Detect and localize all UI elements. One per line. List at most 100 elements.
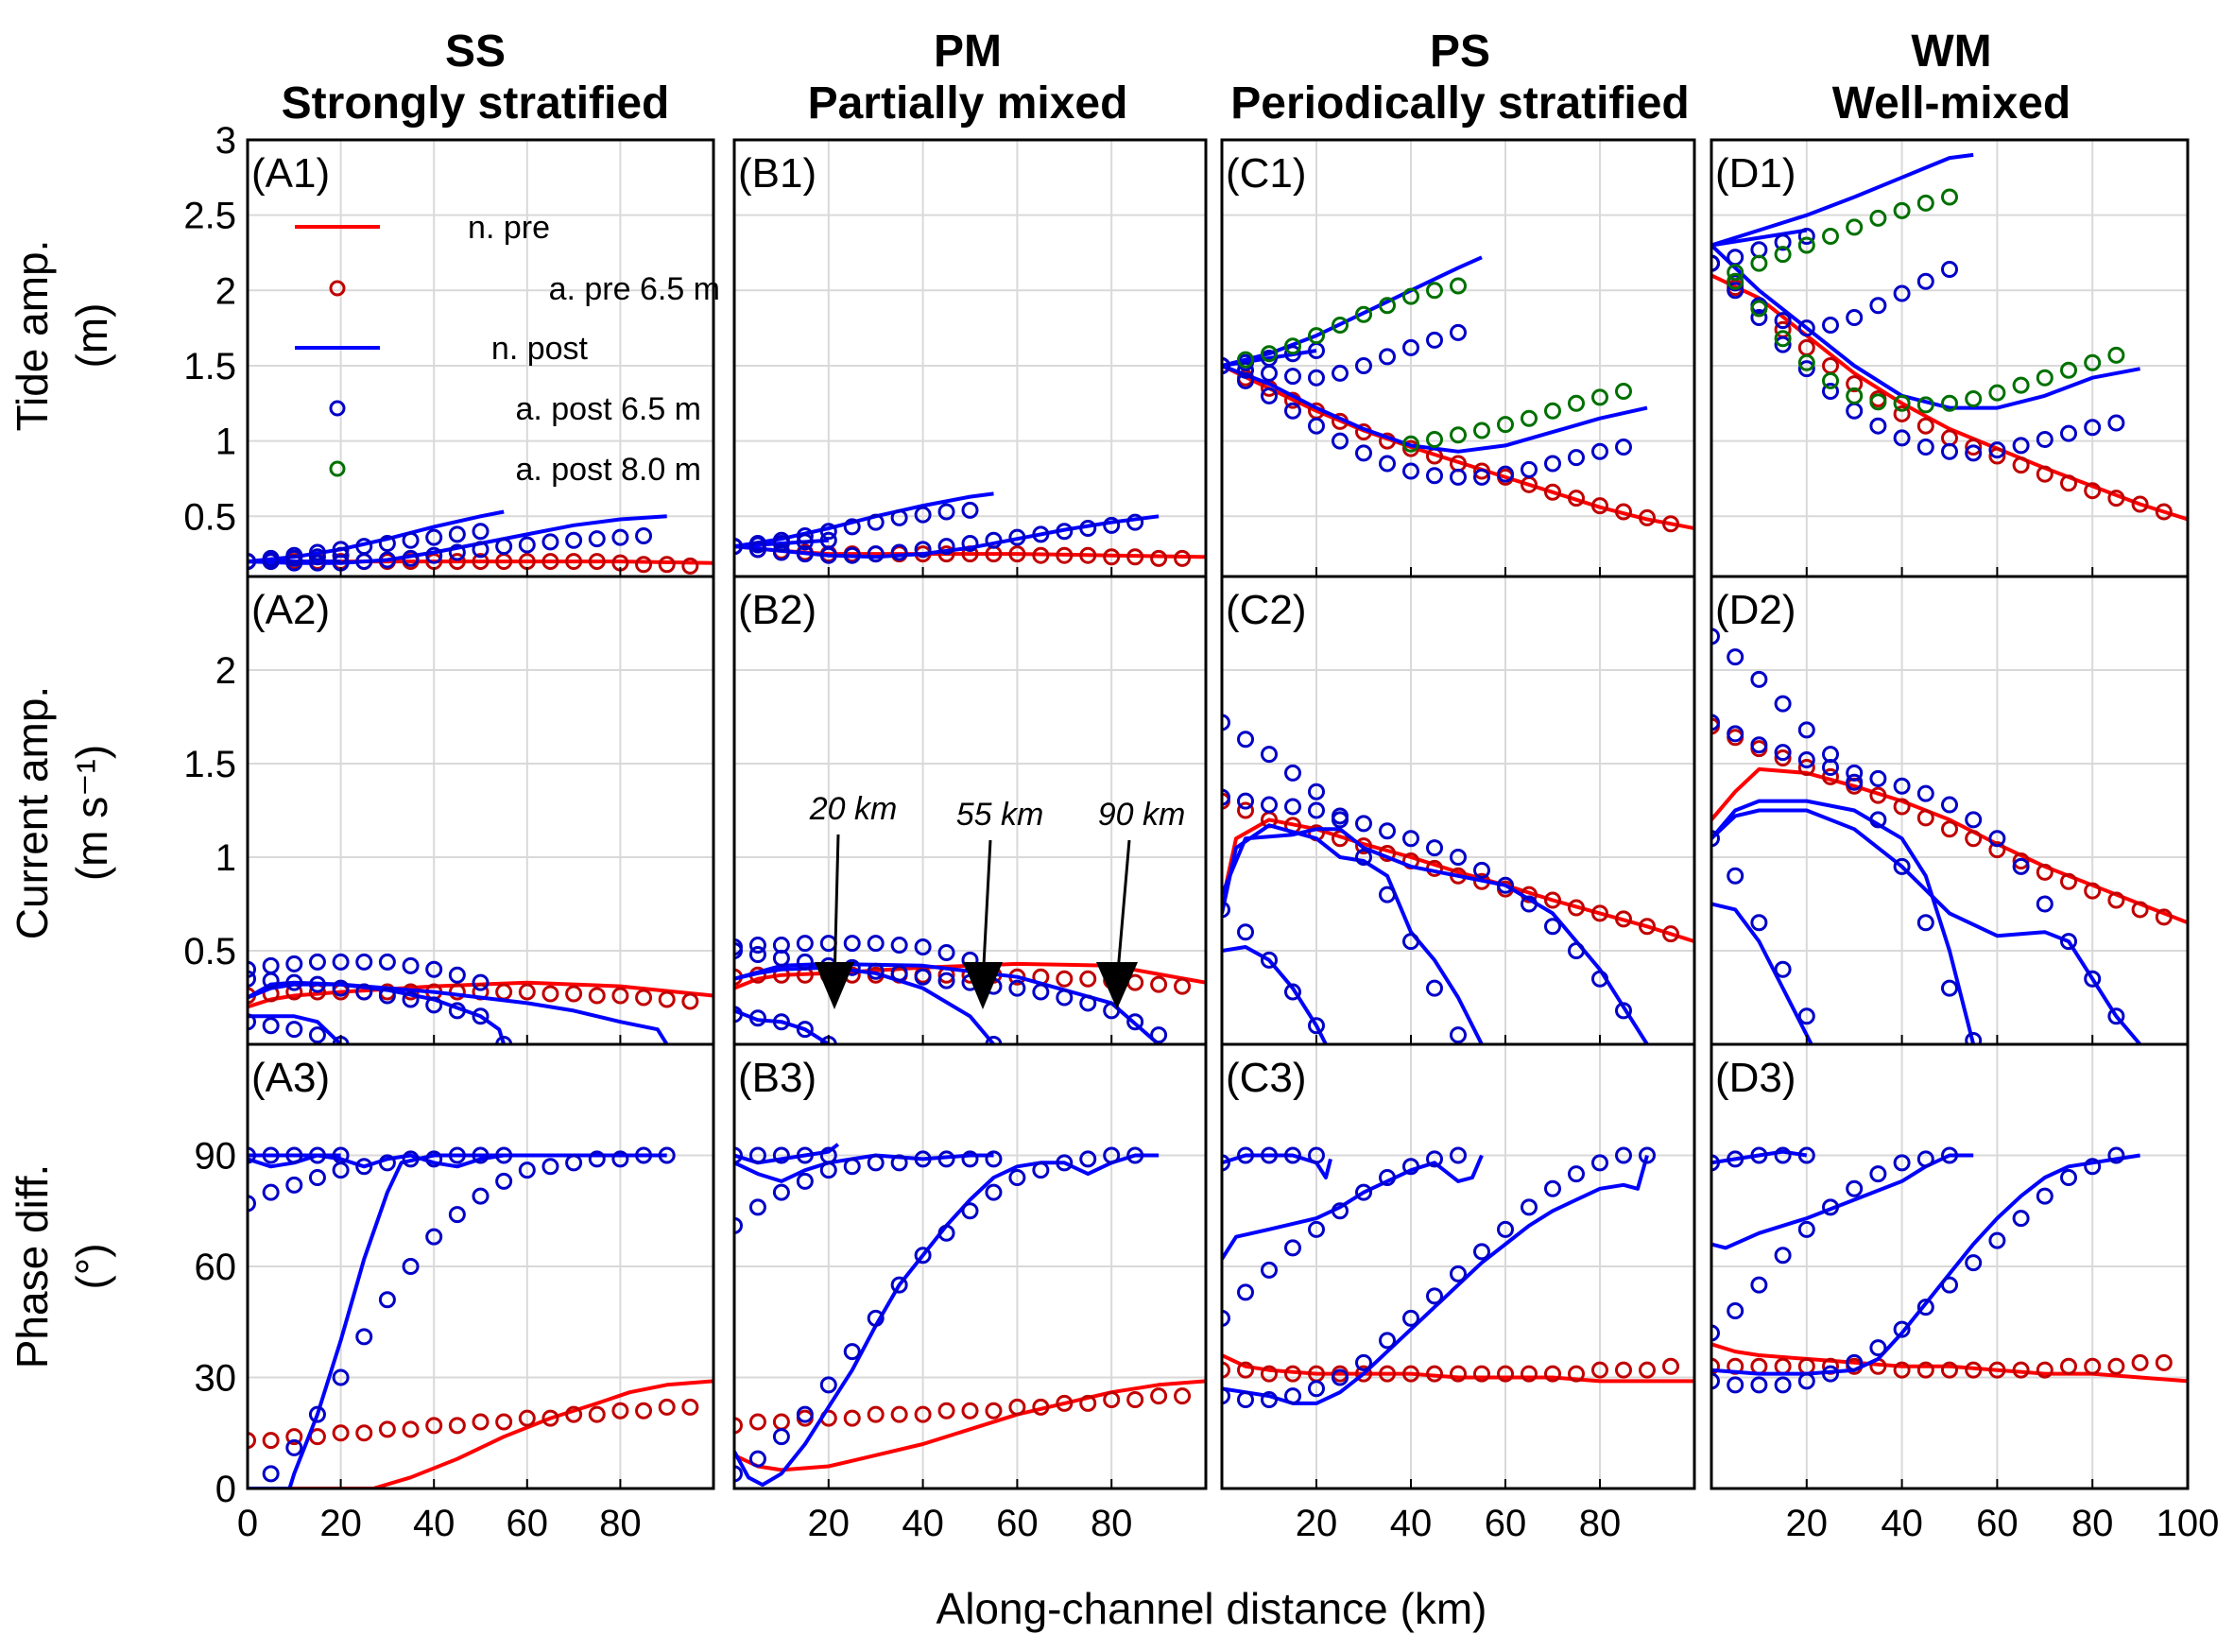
- marker-a-post-6-5-m-20-km: [308, 1146, 326, 1164]
- marker-a-post-6-5-m-90-km: [2060, 933, 2077, 951]
- marker-a-post-6-5-m-90-km: [1822, 758, 1839, 776]
- marker-a-post-6-5-m-90-km: [1426, 839, 1443, 857]
- xtick-label: 60: [1485, 1503, 1527, 1544]
- marker-a-pre-6-5-m: [2036, 1361, 2054, 1379]
- marker-a-post-6-5-m-90-km: [285, 1438, 303, 1456]
- panel-data-b1: [734, 491, 1206, 567]
- marker-a-post-6-5-m-55-km: [378, 534, 396, 552]
- marker-a-pre-6-5-m: [1750, 1357, 1768, 1375]
- marker-a-post-6-5-m-55-km: [285, 546, 303, 564]
- marker-a-pre-6-5-m: [658, 556, 676, 574]
- xtick-label: 80: [2071, 1503, 2114, 1544]
- marker-a-post-6-5-m-55-km: [1916, 272, 1934, 290]
- marker-a-pre-6-5-m: [2107, 891, 2125, 909]
- marker-a-post-6-5-m-55-km: [1332, 1202, 1349, 1220]
- marker-a-pre-6-5-m: [1174, 977, 1192, 995]
- marker-a-post-6-5-m-55-km: [1869, 297, 1887, 315]
- marker-a-post-6-5-m-90-km: [262, 1465, 280, 1483]
- marker-a-post-6-5-m-90-km: [819, 1376, 837, 1394]
- marker-a-post-8-0-m-55-km: [1332, 316, 1349, 334]
- marker-a-pre-6-5-m: [867, 1405, 885, 1423]
- marker-a-post-6-5-m-55-km: [1426, 1150, 1443, 1168]
- marker-a-pre-6-5-m: [635, 1402, 653, 1420]
- marker-a-pre-6-5-m: [1591, 497, 1608, 515]
- xtick-label: 40: [902, 1503, 944, 1544]
- marker-a-post-6-5-m-55-km: [937, 503, 955, 521]
- series-line-n-post-55-km: [1711, 152, 1974, 248]
- col-code-ps: PS: [1430, 26, 1490, 77]
- marker-a-pre-6-5-m: [588, 1405, 606, 1423]
- marker-a-post-6-5-m-55-km: [1284, 764, 1301, 782]
- marker-a-pre-6-5-m: [1916, 1361, 1934, 1379]
- marker-a-post-6-5-m-90-km: [1379, 1332, 1396, 1350]
- marker-a-post-6-5-m-90-km: [1615, 1146, 1632, 1164]
- marker-a-post-6-5-m-90-km: [1355, 1353, 1372, 1371]
- marker-a-post-6-5-m-90-km: [472, 1187, 490, 1205]
- marker-a-post-6-5-m-55-km: [495, 1036, 513, 1044]
- marker-a-post-6-5-m-90-km: [748, 1450, 766, 1468]
- marker-a-pre-6-5-m: [1568, 899, 1585, 917]
- marker-a-post-6-5-m-90-km: [285, 973, 303, 991]
- marker-a-pre-6-5-m: [1103, 548, 1121, 566]
- marker-a-post-6-5-m-55-km: [248, 960, 256, 978]
- marker-a-pre-6-5-m: [1032, 1398, 1050, 1416]
- marker-a-pre-6-5-m: [1941, 429, 1958, 447]
- marker-a-post-6-5-m-55-km: [1711, 628, 1720, 645]
- marker-a-post-6-5-m-90-km: [1379, 822, 1396, 840]
- marker-a-post-6-5-m-55-km: [1774, 695, 1792, 713]
- marker-a-pre-6-5-m: [1662, 925, 1679, 943]
- marker-a-pre-6-5-m: [1402, 1365, 1419, 1383]
- marker-a-post-6-5-m-90-km: [2060, 424, 2077, 442]
- marker-a-post-6-5-m-90-km: [1941, 1276, 1958, 1294]
- marker-a-post-8-0-m-90-km: [2107, 346, 2125, 364]
- panel-frame: [1220, 138, 1696, 578]
- marker-a-post-6-5-m-20-km: [772, 1013, 790, 1031]
- marker-a-post-6-5-m-90-km: [378, 1291, 396, 1309]
- marker-a-post-6-5-m-90-km: [2107, 1007, 2125, 1025]
- marker-a-post-6-5-m-20-km: [262, 1146, 280, 1164]
- col-code-pm: PM: [934, 26, 1002, 77]
- marker-a-post-8-0-m-55-km: [1774, 246, 1792, 264]
- marker-a-pre-6-5-m: [1150, 549, 1168, 567]
- marker-a-post-6-5-m-55-km: [1379, 886, 1396, 903]
- marker-a-post-6-5-m-90-km: [796, 545, 814, 563]
- marker-a-post-6-5-m-90-km: [1497, 1220, 1514, 1238]
- ytick-label: 1.5: [183, 744, 236, 785]
- xtick-label: 0: [237, 1503, 258, 1544]
- marker-a-post-6-5-m-90-km: [2036, 1187, 2054, 1205]
- marker-a-pre-6-5-m: [635, 556, 653, 574]
- marker-a-pre-6-5-m: [2155, 908, 2173, 926]
- panel-data-d1: [1711, 152, 2188, 522]
- marker-a-post-6-5-m-20-km: [1750, 1146, 1768, 1164]
- marker-a-post-8-0-m-90-km: [1568, 394, 1585, 412]
- marker-a-pre-6-5-m: [1473, 462, 1490, 480]
- marker-a-post-6-5-m-55-km: [1379, 348, 1396, 366]
- marker-a-pre-6-5-m: [937, 1402, 955, 1420]
- marker-a-pre-6-5-m: [1846, 375, 1864, 393]
- panel-data-a1: [248, 509, 713, 575]
- marker-a-post-6-5-m-90-km: [1308, 1380, 1325, 1398]
- marker-a-post-6-5-m-90-km: [1544, 455, 1561, 473]
- marker-a-pre-6-5-m: [611, 1402, 629, 1420]
- marker-a-pre-6-5-m: [1965, 830, 1983, 848]
- marker-a-post-6-5-m-55-km: [748, 937, 766, 955]
- marker-a-post-6-5-m-90-km: [1591, 970, 1608, 988]
- marker-a-post-8-0-m-90-km: [1426, 431, 1443, 449]
- marker-a-post-6-5-m-90-km: [1237, 371, 1254, 389]
- marker-a-post-6-5-m-90-km: [1639, 1146, 1656, 1164]
- marker-a-post-6-5-m-90-km: [1497, 465, 1514, 483]
- marker-a-post-8-0-m-55-km: [1941, 188, 1958, 206]
- marker-a-post-8-0-m-90-km: [1846, 387, 1864, 404]
- marker-a-post-6-5-m-55-km: [1965, 1032, 1983, 1044]
- marker-a-pre-6-5-m: [2084, 1357, 2102, 1375]
- series-line-n-post-90-km: [1711, 808, 2142, 1044]
- marker-a-pre-6-5-m: [1355, 1365, 1372, 1383]
- panel-label-b3: (B3): [738, 1055, 816, 1101]
- series-line-n-pre: [1711, 766, 2188, 925]
- marker-a-post-6-5-m-90-km: [1355, 815, 1372, 833]
- panel-label-c2: (C2): [1226, 587, 1307, 633]
- marker-a-pre-6-5-m: [1916, 417, 1934, 435]
- arrow-90km-shaft: [1115, 839, 1131, 984]
- marker-a-post-6-5-m-90-km: [248, 970, 256, 988]
- marker-a-post-6-5-m-90-km: [1988, 830, 2006, 848]
